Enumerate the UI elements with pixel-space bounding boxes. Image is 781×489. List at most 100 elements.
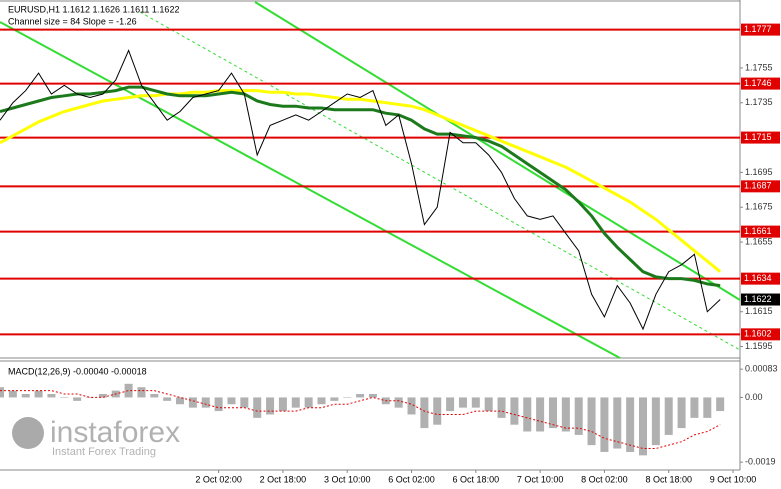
watermark-tagline: Instant Forex Trading (52, 446, 156, 458)
macd-bar (484, 397, 493, 412)
level-tag (741, 131, 780, 144)
channel-line (254, 1, 741, 301)
x-tick-label: 6 Oct 02:00 (388, 474, 435, 484)
macd-bar (291, 397, 300, 408)
chart-title: EURUSD,H1 1.1612 1.1626 1.1611 1.1622 (8, 4, 179, 14)
macd-title: MACD(12,26,9) -0.00040 -0.00018 (8, 366, 147, 376)
watermark: instaforex Instant Forex Trading (12, 416, 180, 458)
macd-bar (420, 397, 429, 429)
macd-bar (446, 397, 455, 412)
watermark-logo (12, 417, 44, 449)
level-label: 1.1602 (744, 329, 772, 339)
last-price-tag (741, 293, 780, 306)
channel-mid (139, 11, 741, 351)
macd-bar (227, 397, 236, 405)
macd-bar (73, 397, 82, 401)
macd-bar (716, 397, 725, 412)
macd-bar (86, 397, 95, 398)
macd-bar (677, 397, 686, 429)
macd-bar (278, 397, 287, 412)
macd-bar (574, 397, 583, 435)
macd-bar (240, 397, 249, 408)
macd-bar (587, 397, 596, 446)
level-tag (741, 23, 780, 36)
x-tick-label: 2 Oct 18:00 (260, 474, 307, 484)
macd-bar (150, 394, 159, 398)
macd-bar (523, 397, 532, 432)
macd-bar (600, 397, 609, 452)
macd-bar (21, 394, 30, 398)
level-tag (741, 225, 780, 238)
macd-bar (253, 397, 262, 418)
x-tick-label: 9 Oct 10:00 (710, 474, 757, 484)
macd-bar (664, 397, 673, 435)
y-tick-label: 0.00 (745, 392, 763, 402)
macd-bar (561, 397, 570, 432)
watermark-brand: instaforex (50, 416, 180, 449)
x-tick-label: 2 Oct 02:00 (195, 474, 242, 484)
x-tick-label: 3 Oct 10:00 (324, 474, 371, 484)
level-tag (741, 77, 780, 90)
macd-bar (626, 397, 635, 452)
macd-bar (613, 397, 622, 449)
level-label: 1.1687 (744, 181, 772, 191)
y-tick-label: 1.1655 (745, 236, 773, 246)
level-label: 1.1661 (744, 226, 772, 236)
layout (0, 0, 741, 471)
macd-bar (176, 397, 185, 405)
y-tick-label: 1.1735 (745, 97, 773, 107)
level-label: 1.1746 (744, 78, 772, 88)
price-series (0, 85, 721, 288)
macd-bar (214, 397, 223, 412)
x-tick-label: 7 Oct 10:00 (517, 474, 564, 484)
macd-bar (639, 397, 647, 456)
macd-bar (690, 397, 699, 418)
level-tag (741, 180, 780, 193)
macd-bar (368, 394, 377, 398)
macd-bar (163, 397, 172, 401)
chart-subtitle: Channel size = 84 Slope = -1.26 (8, 16, 137, 26)
macd-bar (651, 397, 660, 446)
macd-bar (60, 397, 69, 398)
price-series (0, 89, 722, 273)
macd-bar (394, 397, 403, 408)
macd-bar (407, 397, 416, 415)
macd-bar (47, 394, 56, 398)
y-tick-label: -0.0019 (745, 457, 776, 467)
macd-bar (497, 397, 506, 418)
y-tick-label: 1.1675 (745, 202, 773, 212)
macd-bar (0, 387, 4, 398)
macd-bar (317, 397, 326, 405)
channel-line (0, 21, 621, 359)
last-price-label: 1.1622 (744, 294, 772, 304)
y-tick-label: 1.1595 (745, 341, 773, 351)
macd-bar (304, 397, 313, 408)
macd-bar (458, 397, 467, 408)
macd-bar (548, 397, 557, 429)
y-tick-label: 1.1695 (745, 167, 773, 177)
level-label: 1.1715 (744, 132, 772, 142)
macd-bar (188, 397, 197, 408)
macd-bar (510, 397, 519, 425)
level-label: 1.1634 (744, 273, 772, 283)
x-tick-label: 8 Oct 18:00 (645, 474, 692, 484)
macd-bar (703, 397, 712, 418)
macd-bar (343, 397, 352, 398)
level-label: 1.1777 (744, 24, 772, 34)
price-series (0, 49, 721, 331)
macd-bar (536, 397, 545, 432)
macd-bar (266, 397, 275, 415)
signal-line (0, 390, 721, 449)
macd-bar (98, 394, 107, 398)
macd-bar (356, 394, 365, 398)
macd-bar (330, 397, 339, 401)
macd-bar (433, 397, 442, 425)
macd-bar (124, 383, 133, 398)
level-tag (741, 272, 780, 285)
y-tick-label: 0.00083 (745, 364, 778, 374)
macd-bar (137, 387, 146, 398)
x-tick-label: 6 Oct 18:00 (453, 474, 500, 484)
x-tick-label: 8 Oct 02:00 (581, 474, 628, 484)
level-tag (741, 328, 780, 341)
